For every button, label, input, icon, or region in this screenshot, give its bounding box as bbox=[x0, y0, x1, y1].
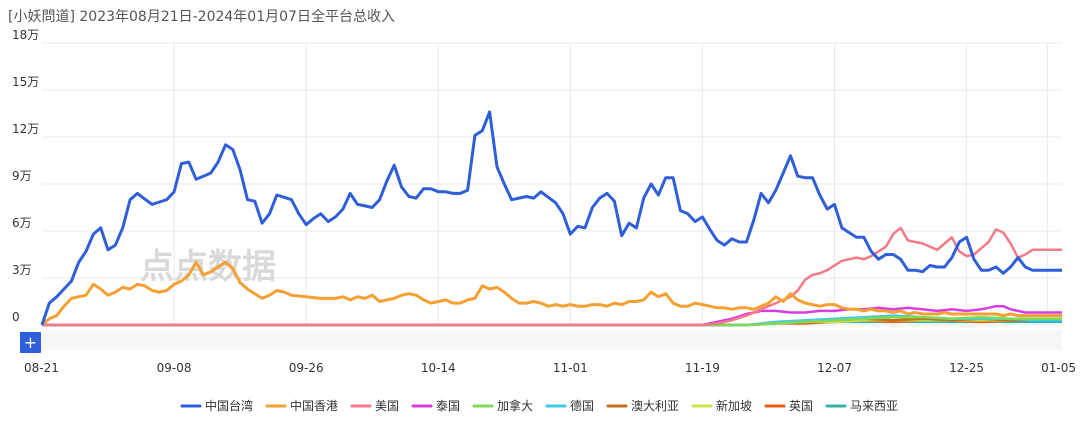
legend-label: 中国台湾 bbox=[205, 398, 253, 413]
x-tick-label: 09-08 bbox=[157, 361, 192, 375]
legend-item[interactable]: 中国台湾 bbox=[180, 398, 253, 413]
x-tick-label: 09-26 bbox=[289, 361, 324, 375]
x-tick-label: 08-21 bbox=[24, 361, 59, 375]
legend-label: 德国 bbox=[570, 398, 594, 413]
x-tick-label: 12-25 bbox=[949, 361, 984, 375]
watermark: 点点数据 bbox=[140, 247, 276, 287]
legend-item[interactable]: 中国香港 bbox=[265, 398, 338, 413]
legend-item[interactable]: 美国 bbox=[350, 399, 399, 413]
legend-item[interactable]: 新加坡 bbox=[691, 398, 752, 413]
legend-label: 新加坡 bbox=[716, 398, 752, 413]
legend-label: 马来西亚 bbox=[850, 399, 898, 413]
y-tick-label: 3万 bbox=[12, 263, 32, 277]
x-tick-label: 12-07 bbox=[817, 361, 852, 375]
legend-label: 中国香港 bbox=[290, 398, 338, 413]
legend: 中国台湾 中国香港 美国 泰国 加拿大 德国 澳大利亚 新加坡 英国 马来西亚 bbox=[180, 398, 898, 413]
legend-label: 加拿大 bbox=[497, 398, 533, 413]
legend-item[interactable]: 英国 bbox=[764, 399, 813, 413]
y-tick-label: 6万 bbox=[12, 216, 32, 230]
series-lines bbox=[40, 110, 1062, 327]
series-line-0 bbox=[40, 110, 1062, 326]
x-tick-label: 10-14 bbox=[421, 361, 456, 375]
series-line-2 bbox=[42, 226, 1062, 327]
y-tick-label: 9万 bbox=[12, 169, 32, 183]
zoom-track[interactable] bbox=[42, 330, 1062, 350]
legend-label: 泰国 bbox=[436, 399, 460, 413]
y-tick-label: 18万 bbox=[12, 28, 39, 42]
legend-item[interactable]: 马来西亚 bbox=[825, 399, 898, 413]
legend-label: 英国 bbox=[789, 399, 813, 413]
chart-title: [小妖問道] 2023年08月21日-2024年01月07日全平台总收入 bbox=[8, 9, 395, 25]
series-line-1 bbox=[41, 260, 1062, 327]
y-tick-label: 15万 bbox=[12, 75, 39, 89]
x-axis: 08-21 09-08 09-26 10-14 11-01 11-19 12-07 12-25… bbox=[24, 361, 1076, 375]
y-axis: 0 3万 6万 9万 12万 15万 18万 bbox=[12, 28, 39, 324]
legend-item[interactable]: 德国 bbox=[545, 398, 594, 413]
x-tick-label: 11-19 bbox=[685, 361, 720, 375]
legend-item[interactable]: 澳大利亚 bbox=[606, 399, 679, 413]
zoom-in-button[interactable]: + bbox=[20, 332, 41, 353]
x-tick-label: 11-01 bbox=[553, 361, 588, 375]
zoom-slider[interactable] bbox=[42, 330, 1062, 350]
y-tick-label: 12万 bbox=[12, 122, 39, 136]
y-tick-label: 0 bbox=[12, 310, 20, 324]
legend-item[interactable]: 泰国 bbox=[411, 399, 460, 413]
legend-label: 澳大利亚 bbox=[631, 399, 679, 413]
legend-label: 美国 bbox=[375, 399, 399, 413]
x-tick-label: 01-05 bbox=[1041, 361, 1076, 375]
zoom-in-label: + bbox=[24, 333, 37, 352]
legend-item[interactable]: 加拿大 bbox=[472, 398, 533, 413]
